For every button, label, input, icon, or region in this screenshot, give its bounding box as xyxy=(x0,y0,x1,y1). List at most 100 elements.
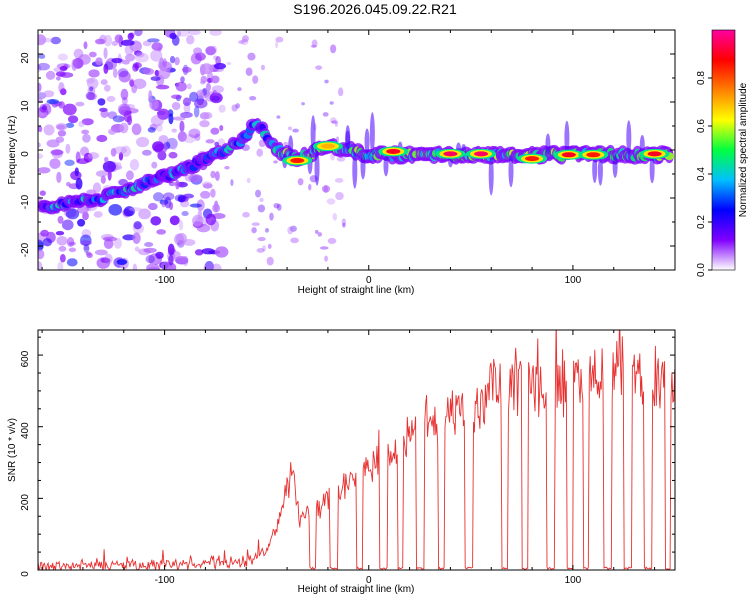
noise-blob xyxy=(56,171,62,184)
noise-blob xyxy=(122,234,136,241)
noise-blob xyxy=(166,137,178,149)
noise-blob xyxy=(85,91,96,101)
noise-blob xyxy=(61,219,74,231)
noise-blob xyxy=(154,69,160,77)
noise-blob xyxy=(330,44,337,54)
noise-blob xyxy=(226,61,232,66)
x-tick-label: 100 xyxy=(565,575,582,586)
noise-blob xyxy=(106,95,116,102)
noise-blob xyxy=(112,68,118,78)
noise-blob xyxy=(203,264,212,270)
colorbar-tick-label: 0.2 xyxy=(696,215,707,229)
streak xyxy=(345,130,351,150)
noise-blob xyxy=(55,136,65,143)
noise-blob xyxy=(138,208,151,220)
snr-frame xyxy=(37,329,676,571)
noise-blob xyxy=(57,53,69,61)
peak-core xyxy=(474,151,489,157)
colorbar xyxy=(711,29,736,271)
noise-blob xyxy=(266,256,274,266)
noise-blob xyxy=(322,112,329,117)
streak xyxy=(314,150,320,186)
streak xyxy=(383,154,389,177)
noise-blob xyxy=(336,156,346,162)
noise-blob xyxy=(134,30,143,37)
noise-blob xyxy=(251,222,260,227)
noise-blob xyxy=(210,45,218,55)
noise-blob xyxy=(94,249,108,256)
noise-blob xyxy=(134,50,143,56)
x-tick-label: -100 xyxy=(155,575,175,586)
noise-blob xyxy=(178,220,184,231)
noise-blob xyxy=(150,114,164,127)
noise-blob xyxy=(176,181,188,188)
noise-blob xyxy=(116,259,128,266)
noise-blob xyxy=(78,54,91,65)
noise-blob xyxy=(75,151,81,163)
noise-blob xyxy=(83,243,90,254)
noise-blob xyxy=(68,241,76,246)
streak xyxy=(592,154,598,184)
noise-blob xyxy=(60,88,67,96)
noise-blob xyxy=(39,190,46,196)
noise-blob xyxy=(162,58,167,68)
noise-blob xyxy=(82,133,91,143)
noise-blob xyxy=(95,57,103,66)
noise-blob xyxy=(194,249,204,256)
noise-blob xyxy=(224,166,230,170)
noise-blob xyxy=(104,253,113,265)
noise-blob xyxy=(158,134,169,144)
y-tick-label: 20 xyxy=(20,52,31,64)
noise-blob xyxy=(202,183,213,189)
noise-blob xyxy=(151,161,158,169)
noise-blob xyxy=(331,120,339,124)
noise-blob xyxy=(95,170,108,177)
noise-blob xyxy=(189,203,202,208)
noise-blob xyxy=(251,227,257,234)
noise-blob xyxy=(89,86,94,92)
noise-blob xyxy=(66,237,75,248)
noise-blob xyxy=(132,63,139,72)
noise-blob xyxy=(147,202,158,211)
noise-blob xyxy=(38,153,44,160)
peak-core xyxy=(386,148,401,154)
noise-blob xyxy=(190,52,202,65)
noise-blob xyxy=(205,82,211,92)
noise-blob xyxy=(110,148,117,157)
streak xyxy=(597,154,603,186)
noise-blob xyxy=(238,40,245,44)
noise-blob xyxy=(55,230,65,236)
noise-blob xyxy=(168,113,174,125)
noise-blob xyxy=(219,125,224,132)
noise-blob xyxy=(257,236,266,242)
noise-blob xyxy=(252,75,259,84)
noise-blob xyxy=(247,52,256,61)
noise-blob xyxy=(211,85,224,94)
noise-blob xyxy=(120,39,135,47)
noise-blob xyxy=(292,128,299,133)
noise-blob xyxy=(314,229,319,234)
noise-blob xyxy=(186,83,192,90)
noise-blob xyxy=(145,254,156,264)
noise-blob xyxy=(171,34,180,46)
noise-blob xyxy=(104,156,109,163)
noise-blob xyxy=(66,258,78,267)
noise-blob xyxy=(156,123,163,132)
noise-blob xyxy=(171,140,178,151)
noise-blob xyxy=(136,136,150,148)
noise-blob xyxy=(289,225,297,232)
noise-blob xyxy=(168,254,174,266)
noise-blob xyxy=(38,111,48,117)
noise-blob xyxy=(129,79,135,88)
noise-blob xyxy=(38,239,44,252)
noise-blob xyxy=(80,234,92,247)
noise-blob xyxy=(182,97,191,107)
noise-blob xyxy=(50,36,61,45)
y-tick-label: 600 xyxy=(20,350,31,367)
peak-core xyxy=(290,158,305,164)
peak-core xyxy=(647,151,662,157)
noise-blob xyxy=(57,215,64,224)
noise-blob xyxy=(150,76,161,81)
noise-blob xyxy=(193,105,200,118)
noise-blob xyxy=(169,248,176,254)
